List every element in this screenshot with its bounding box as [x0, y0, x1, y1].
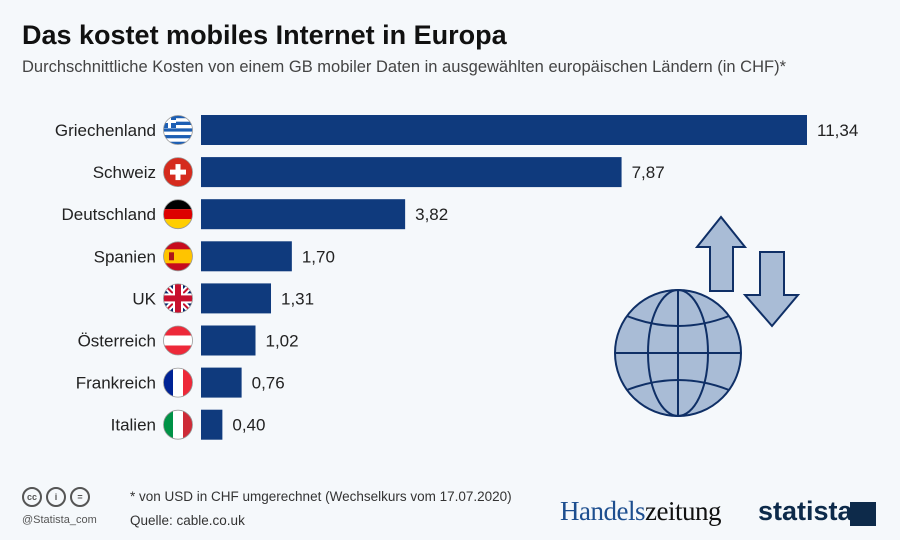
statista-logo-icon	[850, 502, 876, 526]
value-label: 0,40	[232, 416, 265, 435]
statista-handle: @Statista_com	[22, 514, 97, 526]
globe-with-up-down-arrows-icon	[614, 215, 801, 417]
bar	[201, 367, 242, 398]
handelszeitung-logo: Handelszeitung	[560, 496, 721, 526]
bar	[201, 283, 272, 314]
source: Quelle: cable.co.uk	[130, 513, 245, 528]
france-flag-icon	[163, 368, 193, 398]
category-label: UK	[132, 289, 156, 308]
statista-logo: statista	[758, 496, 853, 526]
bar-chart: Griechenland 11,34 Schweiz 7,87 Deutschland 3…	[55, 115, 858, 440]
value-label: 11,34	[817, 121, 858, 140]
footnote: * von USD in CHF umgerechnet (Wechselkur…	[130, 489, 512, 504]
bar	[201, 157, 622, 188]
bar	[201, 241, 292, 272]
category-label: Italien	[111, 416, 156, 435]
category-label: Frankreich	[76, 374, 156, 393]
bar	[201, 199, 406, 230]
value-label: 3,82	[415, 205, 448, 224]
value-label: 1,31	[281, 289, 314, 308]
creative-commons-icons: cc i =	[22, 487, 90, 507]
value-label: 1,02	[266, 332, 299, 351]
bar	[201, 325, 256, 356]
category-label: Griechenland	[55, 121, 156, 140]
chart-subtitle: Durchschnittliche Kosten von einem GB mo…	[22, 58, 786, 76]
chart-title: Das kostet mobiles Internet in Europa	[22, 20, 507, 50]
bar	[201, 409, 223, 440]
greece-flag-icon	[163, 115, 193, 145]
value-label: 0,76	[252, 374, 285, 393]
category-label: Schweiz	[93, 163, 156, 182]
bar	[201, 115, 807, 145]
germany-flag-icon	[163, 199, 193, 229]
category-label: Spanien	[94, 247, 156, 266]
switzerland-flag-icon	[163, 157, 193, 187]
italy-flag-icon	[163, 410, 193, 440]
uk-flag-icon	[163, 283, 193, 313]
value-label: 7,87	[632, 163, 665, 182]
category-label: Österreich	[78, 332, 156, 351]
value-label: 1,70	[302, 247, 335, 266]
category-label: Deutschland	[61, 205, 156, 224]
spain-flag-icon	[163, 241, 193, 271]
austria-flag-icon	[163, 326, 193, 355]
